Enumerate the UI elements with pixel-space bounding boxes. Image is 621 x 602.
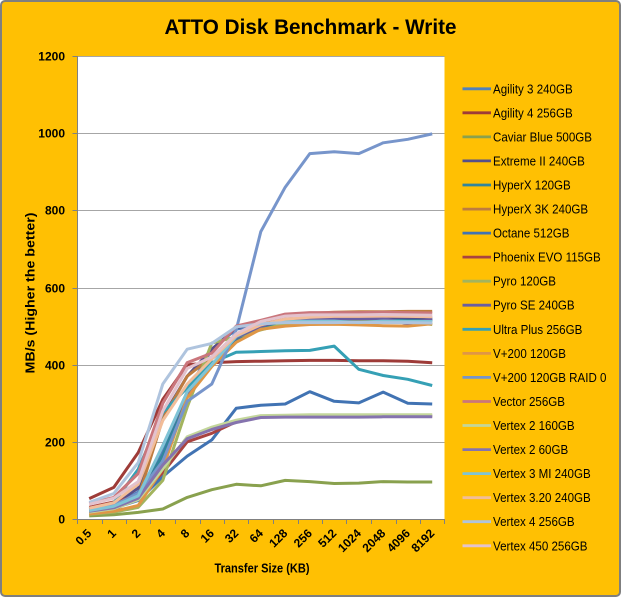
svg-text:ATTO Disk Benchmark - Write: ATTO Disk Benchmark - Write <box>165 16 457 39</box>
svg-text:Extreme II 240GB: Extreme II 240GB <box>493 154 585 169</box>
svg-text:1000: 1000 <box>38 127 65 141</box>
svg-text:HyperX 120GB: HyperX 120GB <box>493 178 571 193</box>
svg-text:600: 600 <box>45 282 65 296</box>
svg-text:Phoenix EVO 115GB: Phoenix EVO 115GB <box>493 250 601 265</box>
svg-text:Octane 512GB: Octane 512GB <box>493 226 569 241</box>
svg-text:0: 0 <box>58 513 65 527</box>
svg-text:MB/s (Higher the better): MB/s (Higher the better) <box>23 213 38 374</box>
svg-text:Vertex 2 60GB: Vertex 2 60GB <box>493 442 568 457</box>
svg-text:Vertex 2 160GB: Vertex 2 160GB <box>493 418 575 433</box>
svg-text:Vertex 3.20 240GB: Vertex 3.20 240GB <box>493 491 591 506</box>
svg-text:200: 200 <box>45 436 65 450</box>
svg-text:HyperX 3K 240GB: HyperX 3K 240GB <box>493 202 588 217</box>
svg-text:V+200 120GB: V+200 120GB <box>493 346 566 361</box>
svg-text:Caviar Blue 500GB: Caviar Blue 500GB <box>493 130 592 145</box>
svg-text:400: 400 <box>45 359 65 373</box>
svg-text:Pyro SE 240GB: Pyro SE 240GB <box>493 298 575 313</box>
svg-text:1200: 1200 <box>38 50 65 64</box>
svg-text:Transfer Size (KB): Transfer Size (KB) <box>215 561 310 576</box>
svg-text:V+200 120GB RAID 0: V+200 120GB RAID 0 <box>493 370 607 385</box>
svg-text:Ultra Plus 256GB: Ultra Plus 256GB <box>493 322 582 337</box>
svg-text:Vector 256GB: Vector 256GB <box>493 394 565 409</box>
svg-text:Pyro 120GB: Pyro 120GB <box>493 274 556 289</box>
svg-text:800: 800 <box>45 204 65 218</box>
svg-text:Vertex 450 256GB: Vertex 450 256GB <box>493 539 587 554</box>
svg-text:Agility 4 256GB: Agility 4 256GB <box>493 106 573 121</box>
svg-text:Vertex 3 MI 240GB: Vertex 3 MI 240GB <box>493 466 591 481</box>
svg-text:Vertex 4 256GB: Vertex 4 256GB <box>493 515 575 530</box>
svg-text:Agility 3 240GB: Agility 3 240GB <box>493 82 573 97</box>
